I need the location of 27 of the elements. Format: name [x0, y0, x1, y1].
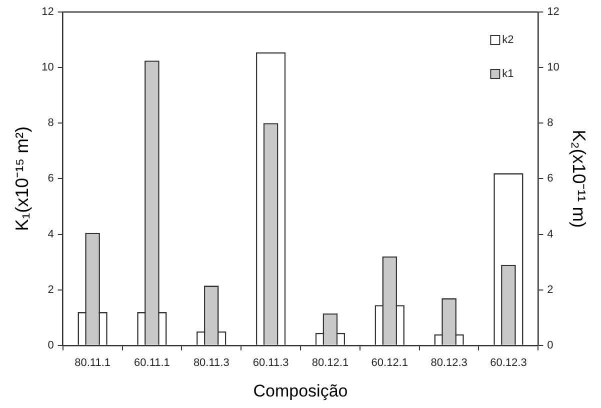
- y-tick-label: 4: [48, 228, 54, 240]
- legend-label: k1: [502, 68, 514, 80]
- x-tick-label: 80.12.1: [312, 357, 349, 370]
- y2-tick-label: 0: [547, 339, 554, 352]
- x-tick-label: 60.12.3: [490, 357, 527, 370]
- y-tick-label: 8: [48, 117, 54, 130]
- legend-label: k2: [502, 34, 514, 46]
- y2-tick-label: 4: [547, 228, 554, 240]
- x-tick-label: 80.11.1: [74, 357, 110, 370]
- y2-tick-label: 12: [547, 6, 560, 18]
- y2-tick-label: 2: [547, 284, 554, 296]
- y-tick-label: 10: [42, 62, 54, 74]
- x-tick-label: 60.12.1: [371, 357, 408, 370]
- y2-axis-title: K₂(x10⁻¹¹ m): [569, 130, 590, 228]
- x-tick-label: 60.11.3: [252, 357, 289, 370]
- y2-tick-label: 6: [547, 172, 554, 185]
- x-tick-label: 60.11.1: [134, 357, 170, 370]
- x-tick-label: 80.11.3: [193, 357, 230, 370]
- x-axis-title: Composição: [253, 381, 348, 400]
- y2-tick-label: 8: [547, 117, 554, 130]
- y-tick-label: 2: [48, 284, 54, 296]
- y2-tick-label: 10: [547, 62, 560, 74]
- y-tick-label: 12: [42, 6, 54, 18]
- y-axis-title: K₁(x10⁻¹⁵ m²): [12, 126, 32, 231]
- x-tick-label: 80.12.3: [430, 357, 468, 370]
- y-tick-label: 0: [48, 339, 54, 352]
- y-tick-label: 6: [48, 172, 54, 185]
